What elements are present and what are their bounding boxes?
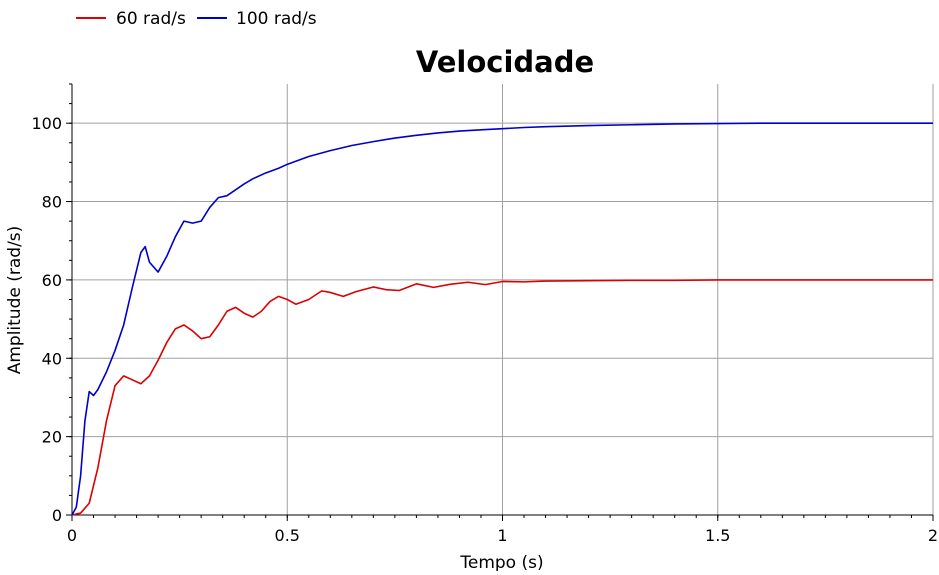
- y-axis-label: Amplitude (rad/s): [5, 226, 25, 375]
- y-tick-label: 0: [52, 506, 62, 525]
- y-tick-label: 100: [31, 114, 62, 133]
- x-tick-label: 1.5: [705, 526, 730, 545]
- y-tick-label: 40: [42, 349, 62, 368]
- y-tick-label: 60: [42, 271, 62, 290]
- x-tick-label: 2: [928, 526, 938, 545]
- x-tick-label: 1: [497, 526, 507, 545]
- x-tick-label: 0: [67, 526, 77, 545]
- legend: 60 rad/s 100 rad/s: [76, 9, 317, 29]
- y-tick-label: 20: [42, 428, 62, 447]
- series-lines: [71, 122, 933, 516]
- x-tick-label: 0.5: [275, 526, 300, 545]
- legend-label-series-2: 100 rad/s: [236, 9, 317, 29]
- chart-title: Velocidade: [416, 45, 594, 79]
- series-line-2: [71, 122, 933, 516]
- legend-label-series-1: 60 rad/s: [116, 9, 186, 29]
- series-line-1: [71, 279, 933, 516]
- x-axis-label: Tempo (s): [459, 553, 543, 571]
- y-tick-label: 80: [42, 193, 62, 212]
